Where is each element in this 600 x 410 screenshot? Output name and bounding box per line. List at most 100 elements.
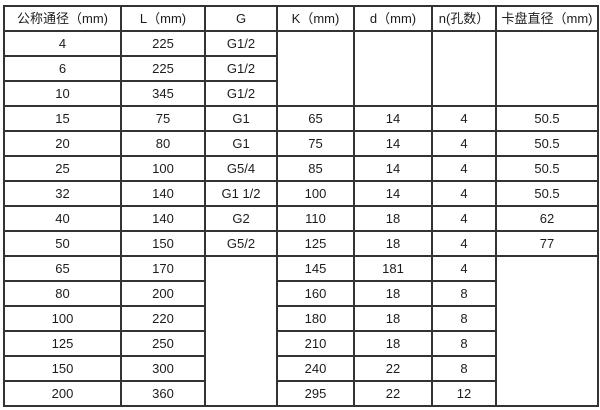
table-cell: 140 [120, 205, 206, 232]
table-cell: G1/2 [204, 55, 278, 82]
table-cell [431, 30, 497, 107]
table-cell: 14 [353, 130, 433, 157]
table-cell: 100 [3, 305, 122, 332]
table-body: 4 225 G1/2 6 225 G1/2 10 345 G1/2 15 75 G1 65 14 4 50.5… [3, 30, 599, 407]
table-cell: 145 [276, 255, 355, 282]
table-cell: 32 [3, 180, 122, 207]
table-cell: G5/4 [204, 155, 278, 182]
table-cell: 8 [431, 280, 497, 307]
table-cell: 295 [276, 380, 355, 407]
table-row: 125 250 210 18 8 [3, 330, 598, 357]
header-row: 公称通径（mm) L（mm) G K（mm) d（mm) n(孔数） 卡盘直径（mm) [3, 5, 599, 32]
table-row: 25 100 G5/4 85 14 4 50.5 [3, 155, 599, 182]
table-cell [204, 255, 278, 407]
table-cell: 181 [353, 255, 433, 282]
table-cell [276, 30, 355, 107]
table-cell: 140 [120, 180, 206, 207]
table-cell: 345 [120, 80, 206, 107]
table-cell: 225 [120, 55, 206, 82]
table-cell: 80 [120, 130, 206, 157]
table-cell: 77 [495, 230, 599, 257]
table-cell: 12 [431, 380, 497, 407]
table-cell: 4 [431, 130, 497, 157]
table-cell: 4 [431, 155, 497, 182]
table-cell: 50.5 [495, 105, 599, 132]
table-cell: 18 [353, 230, 433, 257]
table-cell: 4 [431, 255, 497, 282]
table-cell: 14 [353, 105, 433, 132]
table-cell: 4 [431, 105, 497, 132]
table-cell: G1/2 [204, 30, 278, 57]
table-row: 80 200 160 18 8 [3, 280, 598, 307]
table-cell: 15 [3, 105, 122, 132]
table-cell [495, 30, 599, 107]
table-row: 4 225 G1/2 [3, 30, 599, 107]
table-cell: G1 1/2 [204, 180, 278, 207]
table-cell: 210 [276, 330, 355, 357]
table-cell: 25 [3, 155, 122, 182]
table-cell: 65 [276, 105, 355, 132]
table-cell [495, 255, 599, 407]
table-cell: G1/2 [204, 80, 278, 107]
table-cell: 200 [120, 280, 206, 307]
table-cell: 85 [276, 155, 355, 182]
table-cell: 110 [276, 205, 355, 232]
table-cell: 18 [353, 280, 433, 307]
table-cell: 75 [120, 105, 206, 132]
table-cell: 4 [431, 205, 497, 232]
column-header: L（mm) [120, 5, 206, 32]
table-cell: 50.5 [495, 130, 599, 157]
table-cell: 10 [3, 80, 122, 107]
table-cell: 125 [3, 330, 122, 357]
table-row: 65 170 145 181 4 [3, 255, 599, 407]
table-cell: G1 [204, 105, 278, 132]
table-cell: 100 [276, 180, 355, 207]
column-header: K（mm) [276, 5, 355, 32]
table-cell: 220 [120, 305, 206, 332]
table-cell: 65 [3, 255, 122, 282]
table-cell: 18 [353, 305, 433, 332]
table-cell: 150 [3, 355, 122, 382]
table-cell: 200 [3, 380, 122, 407]
table-row: 6 225 G1/2 [3, 55, 598, 82]
table-cell: 240 [276, 355, 355, 382]
table-cell: 4 [431, 230, 497, 257]
table-row: 20 80 G1 75 14 4 50.5 [3, 130, 599, 157]
column-header: G [204, 5, 278, 32]
table-cell: 170 [120, 255, 206, 282]
column-header: n(孔数） [431, 5, 497, 32]
table-row: 100 220 180 18 8 [3, 305, 598, 332]
table-cell: 8 [431, 355, 497, 382]
table-cell: 22 [353, 380, 433, 407]
table-cell: 225 [120, 30, 206, 57]
table-cell: 18 [353, 205, 433, 232]
table-cell: 50.5 [495, 180, 599, 207]
table-cell: 6 [3, 55, 122, 82]
table-cell: 14 [353, 155, 433, 182]
table-cell: 100 [120, 155, 206, 182]
table-cell: 8 [431, 305, 497, 332]
table-row: 40 140 G2 110 18 4 62 [3, 205, 599, 232]
table-cell: 160 [276, 280, 355, 307]
table-cell: G5/2 [204, 230, 278, 257]
table-cell: 18 [353, 330, 433, 357]
table-cell: 4 [3, 30, 122, 57]
column-header: d（mm) [353, 5, 433, 32]
table-row: 15 75 G1 65 14 4 50.5 [3, 105, 599, 132]
table-cell: 40 [3, 205, 122, 232]
table-row: 200 360 295 22 12 [3, 380, 598, 407]
table-cell: 50.5 [495, 155, 599, 182]
table-cell: 8 [431, 330, 497, 357]
table-cell: 250 [120, 330, 206, 357]
column-header: 卡盘直径（mm) [495, 5, 599, 32]
table-cell: 62 [495, 205, 599, 232]
table-row: 150 300 240 22 8 [3, 355, 598, 382]
table-cell: 180 [276, 305, 355, 332]
table-cell: G1 [204, 130, 278, 157]
table-cell: 4 [431, 180, 497, 207]
table-cell: 360 [120, 380, 206, 407]
table-cell: 300 [120, 355, 206, 382]
